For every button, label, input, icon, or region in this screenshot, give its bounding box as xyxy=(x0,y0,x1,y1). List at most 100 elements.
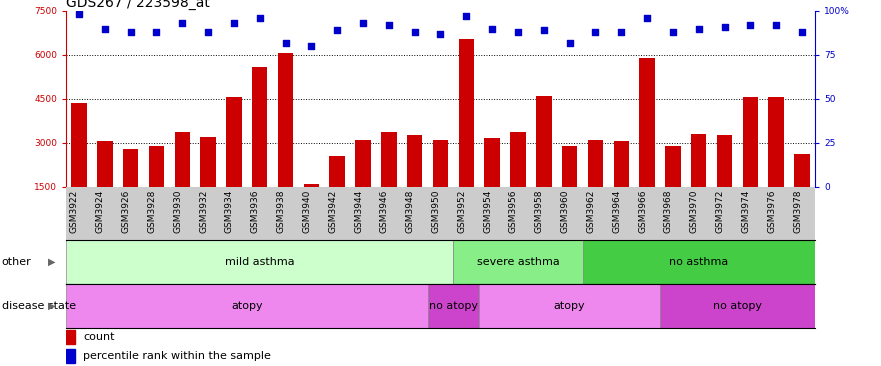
Bar xyxy=(743,97,759,231)
Text: GSM3964: GSM3964 xyxy=(612,189,621,233)
Bar xyxy=(768,97,784,231)
Text: no atopy: no atopy xyxy=(429,300,478,311)
Text: atopy: atopy xyxy=(554,300,586,311)
Point xyxy=(381,22,396,28)
Bar xyxy=(304,184,319,231)
Text: GSM3976: GSM3976 xyxy=(767,189,776,233)
Bar xyxy=(66,284,427,328)
Point xyxy=(278,40,292,45)
Point xyxy=(614,29,628,35)
Text: GSM3926: GSM3926 xyxy=(122,189,130,233)
Text: GSM3940: GSM3940 xyxy=(302,189,311,233)
Text: GSM3966: GSM3966 xyxy=(638,189,647,233)
Bar xyxy=(588,140,603,231)
Text: no asthma: no asthma xyxy=(669,257,729,267)
Point xyxy=(795,29,809,35)
Bar xyxy=(613,141,629,231)
Text: other: other xyxy=(2,257,32,267)
Text: GSM3942: GSM3942 xyxy=(329,189,337,232)
Text: GSM3968: GSM3968 xyxy=(664,189,673,233)
Bar xyxy=(149,146,164,231)
Point xyxy=(123,29,137,35)
Point xyxy=(150,29,164,35)
Point xyxy=(485,26,500,31)
Text: GSM3938: GSM3938 xyxy=(277,189,285,233)
Text: GSM3960: GSM3960 xyxy=(560,189,570,233)
Bar xyxy=(454,240,582,284)
Text: GSM3972: GSM3972 xyxy=(715,189,724,233)
Bar xyxy=(66,350,76,363)
Bar xyxy=(795,154,810,231)
Text: GSM3936: GSM3936 xyxy=(251,189,260,233)
Bar xyxy=(122,149,138,231)
Bar xyxy=(479,284,660,328)
Text: GSM3946: GSM3946 xyxy=(380,189,389,233)
Bar xyxy=(200,137,216,231)
Text: GSM3928: GSM3928 xyxy=(147,189,157,233)
Point xyxy=(201,29,215,35)
Bar xyxy=(66,240,454,284)
Bar xyxy=(691,134,707,231)
Point xyxy=(563,40,577,45)
Text: ▶: ▶ xyxy=(48,257,56,267)
Point xyxy=(769,22,783,28)
Text: GSM3978: GSM3978 xyxy=(793,189,802,233)
Bar xyxy=(562,146,577,231)
Bar xyxy=(407,135,422,231)
Text: GSM3974: GSM3974 xyxy=(742,189,751,233)
Bar xyxy=(174,132,190,231)
Point xyxy=(304,43,318,49)
Text: GSM3944: GSM3944 xyxy=(354,189,363,232)
Bar xyxy=(485,138,500,231)
Point xyxy=(459,13,473,19)
Text: GSM3924: GSM3924 xyxy=(96,189,105,232)
Point xyxy=(589,29,603,35)
Point xyxy=(640,15,654,21)
Point xyxy=(408,29,422,35)
Text: GSM3934: GSM3934 xyxy=(225,189,234,233)
Bar xyxy=(640,58,655,231)
Bar xyxy=(252,67,268,231)
Text: GSM3948: GSM3948 xyxy=(405,189,415,233)
Point xyxy=(692,26,706,31)
Point xyxy=(537,27,551,33)
Text: GSM3952: GSM3952 xyxy=(457,189,466,233)
Point xyxy=(433,31,448,37)
Text: disease state: disease state xyxy=(2,300,76,311)
Point xyxy=(227,20,241,26)
Point xyxy=(744,22,758,28)
Bar xyxy=(510,132,526,231)
Text: count: count xyxy=(83,332,115,342)
Point xyxy=(511,29,525,35)
Text: mild asthma: mild asthma xyxy=(225,257,294,267)
Bar xyxy=(97,141,113,231)
Text: no atopy: no atopy xyxy=(713,300,762,311)
Bar xyxy=(459,39,474,231)
Bar xyxy=(381,132,396,231)
Bar xyxy=(536,96,552,231)
Point xyxy=(330,27,344,33)
Bar xyxy=(329,156,345,231)
Bar xyxy=(278,53,293,231)
Bar xyxy=(582,240,815,284)
Text: GSM3958: GSM3958 xyxy=(535,189,544,233)
Bar xyxy=(71,103,86,231)
Text: GSM3970: GSM3970 xyxy=(690,189,699,233)
Text: GDS267 / 223598_at: GDS267 / 223598_at xyxy=(66,0,210,10)
Bar xyxy=(226,97,241,231)
Bar xyxy=(717,135,732,231)
Point xyxy=(717,24,731,30)
Point xyxy=(356,20,370,26)
Bar xyxy=(355,140,371,231)
Text: severe asthma: severe asthma xyxy=(477,257,559,267)
Point xyxy=(98,26,112,31)
Text: GSM3950: GSM3950 xyxy=(432,189,440,233)
Bar xyxy=(433,140,448,231)
Point xyxy=(175,20,189,26)
Bar xyxy=(665,146,681,231)
Bar xyxy=(660,284,815,328)
Point xyxy=(72,12,86,18)
Text: GSM3954: GSM3954 xyxy=(483,189,492,233)
Text: GSM3932: GSM3932 xyxy=(199,189,208,233)
Text: atopy: atopy xyxy=(231,300,263,311)
